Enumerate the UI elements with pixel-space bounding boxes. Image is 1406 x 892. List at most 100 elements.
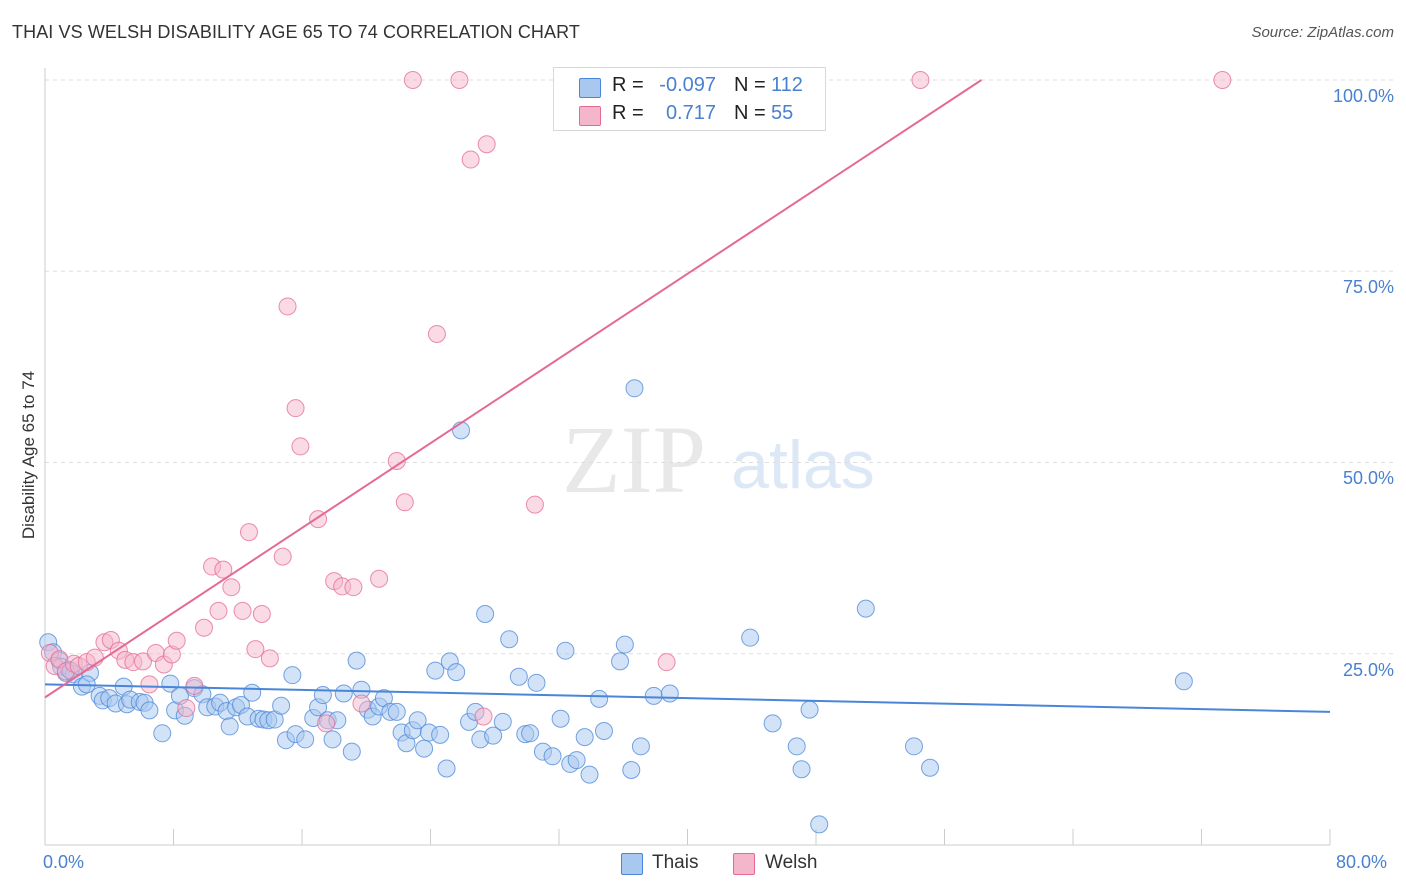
welsh-point [252, 604, 271, 623]
welsh-point [474, 707, 493, 726]
welsh-point [344, 578, 363, 597]
welsh-point [195, 618, 214, 637]
thai-point [296, 730, 315, 749]
thai-point [904, 737, 923, 756]
trend-lines [44, 79, 1331, 713]
y-tick-label: 75.0% [1342, 277, 1394, 297]
r-label: R = [612, 102, 644, 124]
welsh-point [352, 694, 371, 713]
thai-point [509, 667, 528, 686]
thai-point [153, 724, 172, 743]
thai-point [493, 712, 512, 731]
thai-point [1174, 672, 1193, 691]
n-label: N = [734, 102, 766, 124]
thai-point [615, 635, 634, 654]
thai-point [575, 728, 594, 747]
welsh-point [260, 649, 279, 668]
thai-point [447, 663, 466, 682]
legend-row-thai: R = -0.097 N = 112 [554, 72, 825, 100]
thai-point [243, 683, 262, 702]
welsh-legend-label: Welsh [765, 852, 818, 873]
welsh-point [140, 675, 159, 694]
thai-point [283, 666, 302, 685]
thai-trend-line [44, 683, 1331, 713]
thai-point [625, 379, 644, 398]
welsh-point [177, 699, 196, 718]
thai-point [543, 747, 562, 766]
thai-point [415, 739, 434, 758]
welsh-point [222, 578, 241, 597]
thai-point [800, 700, 819, 719]
welsh-point [209, 601, 228, 620]
welsh-point [657, 653, 676, 672]
thai-point [452, 421, 471, 440]
welsh-point [395, 493, 414, 512]
thai-point [387, 702, 406, 721]
legend-row-welsh: R = 0.717 N = 55 [554, 100, 825, 128]
thai-swatch [579, 78, 601, 98]
thai-point [426, 661, 445, 680]
n-value: 55 [771, 102, 794, 124]
thai-point [556, 641, 575, 660]
legend: R = -0.097 N = 112 R = 0.717 N = 55 [553, 67, 826, 131]
x-tick-label: 0.0% [43, 852, 85, 872]
thai-point [741, 628, 760, 647]
thai-point [590, 689, 609, 708]
grid-lines [45, 79, 1395, 655]
n-label: N = [734, 74, 766, 96]
thai-point [342, 742, 361, 761]
watermark: ZIP atlas [562, 406, 875, 513]
thai-point [334, 684, 353, 703]
y-tick-label: 25.0% [1342, 660, 1394, 680]
welsh-point [911, 71, 930, 89]
welsh-point [403, 71, 422, 89]
thai-point [500, 630, 519, 649]
welsh-point [185, 676, 204, 695]
welsh-point [461, 150, 480, 169]
thai-point [437, 759, 456, 778]
y-tick-label: 50.0% [1342, 468, 1394, 488]
thai-point [660, 684, 679, 703]
thai-point [594, 722, 613, 741]
welsh-swatch [579, 106, 601, 126]
welsh-point [246, 640, 265, 659]
thai-point [631, 737, 650, 756]
welsh-point [273, 547, 292, 566]
thai-point [431, 725, 450, 744]
thai-point [810, 815, 829, 834]
chart-title: THAI VS WELSH DISABILITY AGE 65 TO 74 CO… [12, 22, 580, 42]
axes [44, 68, 1331, 846]
thai-point [476, 604, 495, 623]
welsh-point [317, 714, 336, 733]
welsh-legend-swatch [733, 853, 755, 875]
thai-point [323, 730, 342, 749]
thai-point [272, 696, 291, 715]
welsh-point [239, 523, 258, 542]
thais-legend-swatch [621, 853, 643, 875]
r-value: 0.717 [665, 102, 716, 124]
r-label: R = [612, 74, 644, 96]
welsh-point [291, 437, 310, 456]
welsh-point [370, 569, 389, 588]
thai-point [527, 673, 546, 692]
thai-point [551, 709, 570, 728]
thai-point [792, 760, 811, 779]
welsh-point [525, 495, 544, 514]
thai-point [921, 758, 940, 777]
watermark-zip: ZIP [562, 406, 706, 513]
thai-point [313, 686, 332, 705]
thai-point [220, 717, 239, 736]
thai-point [622, 761, 641, 780]
thai-point [763, 714, 782, 733]
thai-point [611, 652, 630, 671]
thai-point [521, 724, 540, 743]
y-tick-label: 100.0% [1332, 86, 1394, 106]
r-value: -0.097 [659, 74, 716, 96]
thai-point [567, 751, 586, 770]
thai-point [856, 599, 875, 618]
welsh-point [167, 631, 186, 650]
welsh-points [40, 71, 1232, 733]
n-value: 112 [771, 74, 803, 96]
welsh-point [233, 601, 252, 620]
